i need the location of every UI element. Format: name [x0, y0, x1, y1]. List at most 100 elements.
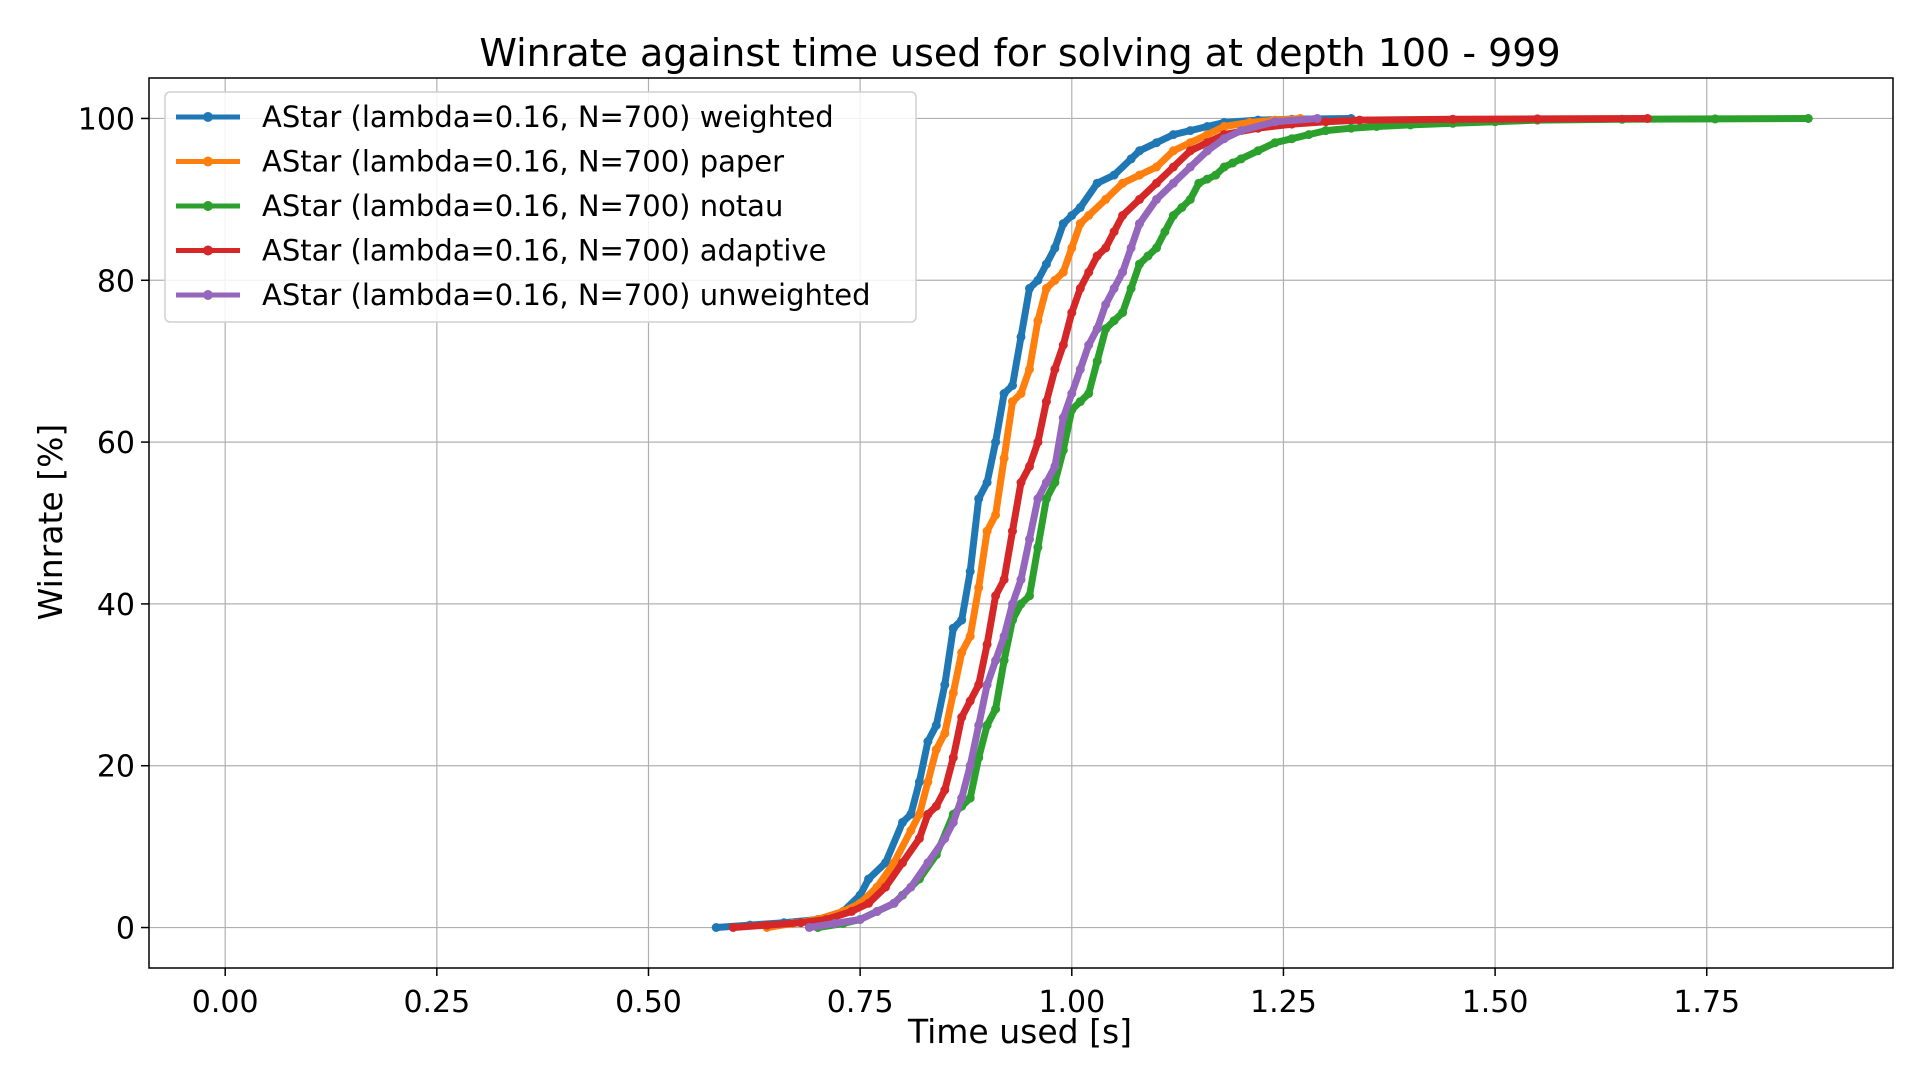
- data-point: [1058, 413, 1068, 423]
- data-point: [1135, 259, 1144, 269]
- data-point: [1236, 154, 1246, 164]
- legend-label: AStar (lambda=0.16, N=700) notau: [262, 189, 783, 223]
- data-point: [999, 389, 1009, 398]
- data-point: [1448, 114, 1458, 124]
- data-point: [1270, 138, 1280, 148]
- series-5: [804, 114, 1322, 932]
- data-point: [948, 817, 958, 827]
- data-point: [965, 696, 975, 706]
- data-point: [923, 858, 933, 868]
- series-line: [763, 115, 1304, 931]
- data-point: [1287, 134, 1297, 144]
- legend-label: AStar (lambda=0.16, N=700) unweighted: [262, 278, 870, 312]
- data-point: [1135, 170, 1144, 180]
- legend-swatch-marker: [203, 112, 213, 122]
- data-point: [1126, 243, 1136, 253]
- data-point: [974, 583, 984, 593]
- data-point: [940, 834, 950, 843]
- data-point: [914, 809, 924, 819]
- data-point: [1041, 494, 1051, 504]
- data-point: [1185, 194, 1195, 204]
- data-point: [898, 817, 907, 827]
- data-point: [1058, 340, 1068, 350]
- data-point: [889, 858, 899, 868]
- data-point: [830, 919, 840, 928]
- data-point: [728, 923, 738, 932]
- data-point: [923, 737, 933, 746]
- data-point: [1152, 178, 1161, 188]
- data-point: [1033, 316, 1043, 326]
- data-point: [965, 793, 975, 803]
- data-point: [991, 704, 1001, 714]
- data-point: [991, 591, 1001, 601]
- data-point: [1202, 130, 1212, 140]
- data-point: [999, 631, 1009, 641]
- legend-label: AStar (lambda=0.16, N=700) weighted: [262, 100, 834, 134]
- data-point: [1008, 381, 1017, 390]
- x-tick-label: 1.25: [1250, 985, 1317, 1020]
- data-point: [1152, 138, 1161, 148]
- data-point: [1008, 526, 1017, 536]
- data-point: [711, 923, 721, 932]
- data-point: [1041, 283, 1051, 293]
- tick-labels: 0.00 0.25 0.50 0.75 1.00 1.25 1.50 1.75 0 20 40 60 8…: [78, 102, 1740, 1020]
- data-point: [991, 437, 1001, 447]
- data-point: [940, 785, 950, 795]
- data-point: [1008, 599, 1017, 609]
- data-point: [923, 777, 933, 787]
- data-point: [999, 453, 1009, 463]
- series-line: [814, 115, 1812, 931]
- data-point: [1033, 542, 1043, 552]
- data-point: [1084, 211, 1094, 220]
- data-point: [1109, 316, 1119, 326]
- chart-title: Winrate against time used for solving at…: [479, 31, 1560, 75]
- data-point: [991, 510, 1001, 520]
- data-point: [965, 567, 975, 576]
- data-point: [1118, 267, 1128, 277]
- data-point: [1321, 126, 1331, 136]
- legend-box: [164, 91, 917, 323]
- data-point: [1312, 114, 1322, 123]
- data-point: [762, 920, 772, 930]
- y-tick-label: 100: [78, 102, 135, 137]
- data-point: [1194, 178, 1204, 188]
- data-point: [1219, 162, 1229, 172]
- data-point: [1067, 308, 1077, 318]
- data-point: [974, 494, 984, 504]
- data-point: [1016, 599, 1026, 609]
- data-point: [1135, 194, 1144, 204]
- data-point: [1109, 227, 1119, 237]
- data-point: [965, 761, 975, 771]
- data-point: [931, 720, 941, 730]
- data-point: [1050, 243, 1060, 253]
- data-point: [1177, 203, 1187, 212]
- legend-swatch-marker: [203, 290, 213, 300]
- data-point: [1033, 494, 1043, 504]
- data-point: [906, 826, 916, 835]
- data-point: [948, 623, 958, 633]
- data-point: [1803, 114, 1813, 123]
- x-tick-label: 0.00: [192, 985, 259, 1020]
- data-point: [1372, 122, 1382, 131]
- data-point: [982, 680, 992, 690]
- data-point: [1008, 397, 1017, 407]
- data-point: [1025, 283, 1034, 293]
- data-point: [1101, 194, 1111, 204]
- data-point: [1168, 130, 1178, 140]
- data-point: [1168, 162, 1178, 172]
- data-point: [1016, 478, 1026, 487]
- data-point: [898, 858, 907, 868]
- data-point: [1185, 138, 1195, 148]
- legend-swatch-marker: [203, 201, 213, 211]
- data-point: [1067, 389, 1077, 398]
- x-tick-label: 1.75: [1673, 985, 1740, 1020]
- y-axis-label: Winrate [%]: [31, 424, 70, 621]
- data-point: [1118, 308, 1128, 318]
- data-point: [1346, 123, 1356, 133]
- data-point: [1643, 114, 1652, 123]
- data-point: [1075, 219, 1085, 229]
- data-point: [1168, 178, 1178, 188]
- data-point: [1152, 194, 1161, 204]
- data-point: [889, 898, 899, 908]
